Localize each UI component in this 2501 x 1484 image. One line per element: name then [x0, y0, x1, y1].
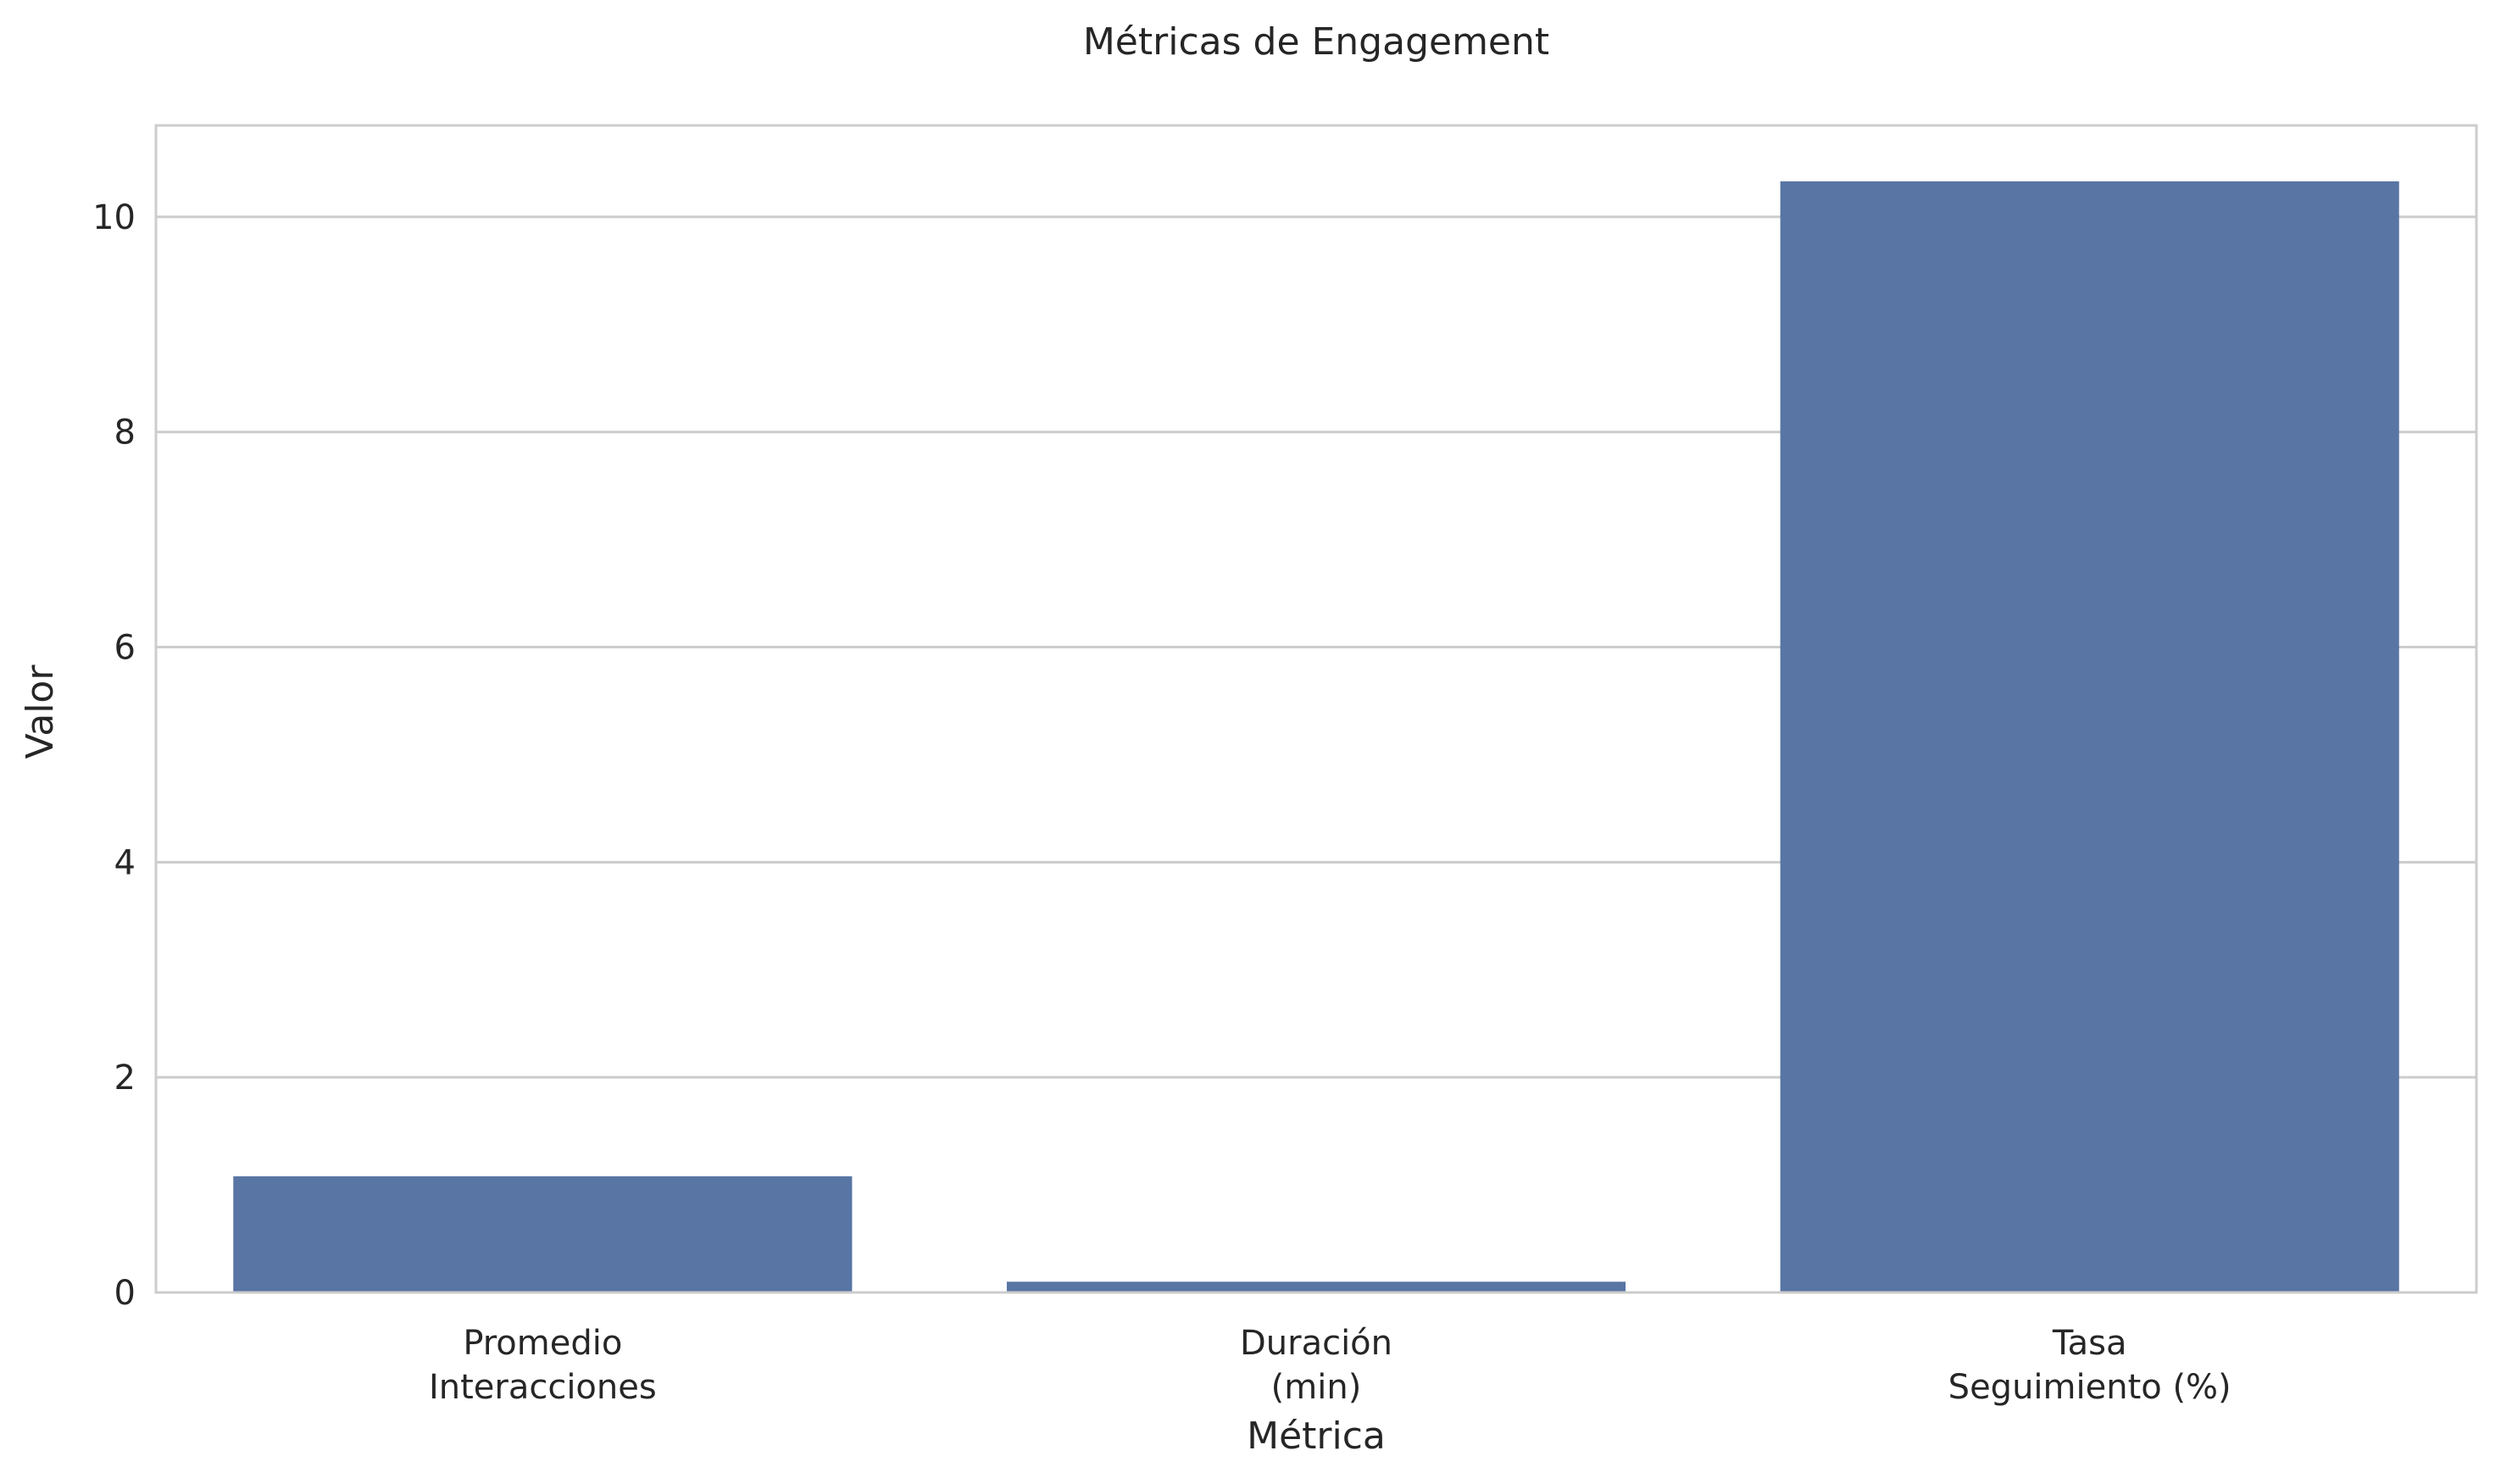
- chart-title: Métricas de Engagement: [1083, 20, 1549, 64]
- x-tick-label-line: Interacciones: [429, 1368, 657, 1407]
- y-tick-label: 2: [114, 1059, 136, 1098]
- x-tick-label-line: Tasa: [2052, 1324, 2127, 1363]
- y-tick-labels: 0 2 4 6 8 10: [92, 198, 136, 1313]
- bar: [1006, 1281, 1626, 1292]
- y-tick-label: 6: [114, 629, 136, 668]
- x-tick-label: Promedio Interacciones: [429, 1324, 657, 1407]
- y-tick-label: 8: [114, 414, 136, 453]
- x-axis-label: Métrica: [1247, 1415, 1386, 1458]
- x-tick-label: Tasa Seguimiento (%): [1948, 1324, 2231, 1407]
- plot-frame: [154, 124, 2478, 1294]
- x-tick-labels: Promedio Interacciones Duración (min) Tasa Se…: [429, 1324, 2231, 1407]
- x-tick-label-line: Duración: [1240, 1324, 1392, 1363]
- x-tick-label-line: Promedio: [463, 1324, 622, 1363]
- x-tick-label-line: Seguimiento (%): [1948, 1368, 2231, 1407]
- bar: [233, 1176, 853, 1292]
- y-tick-label: 4: [114, 843, 136, 882]
- x-tick-label-line: (min): [1271, 1368, 1362, 1407]
- x-tick-label: Duración (min): [1240, 1324, 1392, 1407]
- y-tick-label: 10: [92, 198, 136, 237]
- y-tick-label: 0: [114, 1274, 136, 1313]
- bar: [1780, 181, 2399, 1292]
- bars: [233, 181, 2399, 1292]
- y-axis-label: Valor: [19, 664, 62, 759]
